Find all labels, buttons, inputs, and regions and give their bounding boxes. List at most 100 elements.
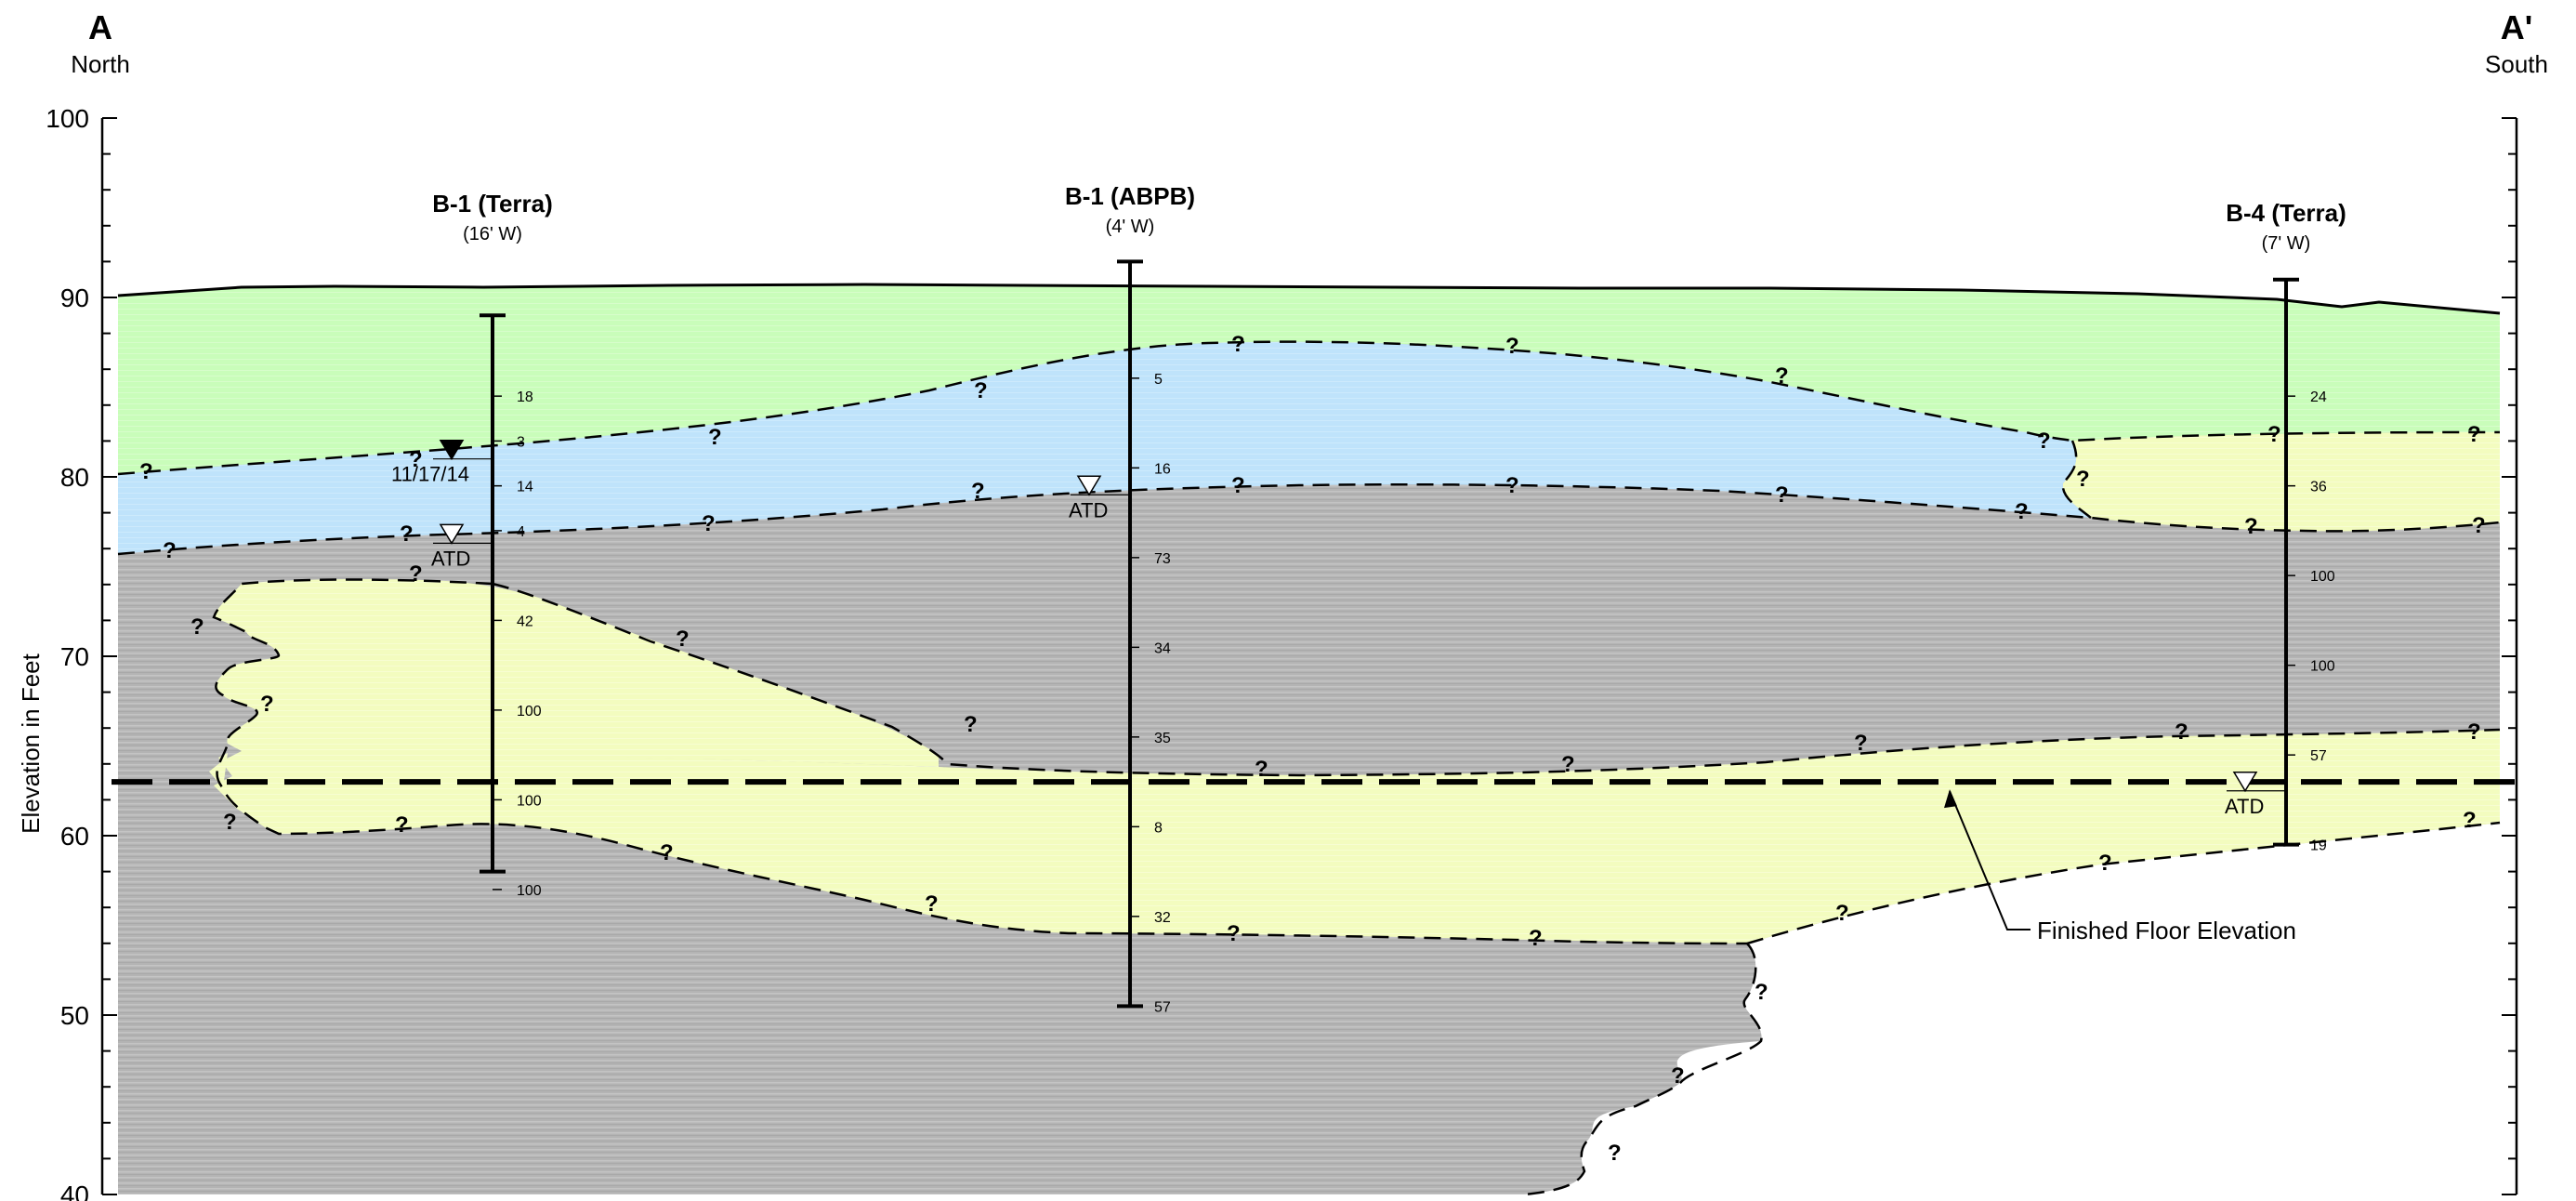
yellow-soil-layer-lens [214, 579, 939, 767]
question-mark: ? [2467, 422, 2481, 447]
question-mark: ? [660, 840, 674, 865]
question-mark: ? [1561, 752, 1575, 777]
finished-floor-label: Finished Floor Elevation [2037, 917, 2296, 944]
boundary-green-blue [117, 340, 2501, 476]
question-mark: ? [1505, 334, 1519, 359]
question-mark: ? [1835, 901, 1849, 926]
question-mark: ? [2463, 808, 2477, 833]
uncertainty-markers: ? ? ? ? ? ? ? ? ? ? ? ? ? ? ? ? ? ? ? ? … [139, 332, 2486, 1166]
blow-count: 100 [517, 704, 542, 719]
unexplored-area [1524, 823, 2500, 1194]
blow-count: 100 [517, 793, 542, 809]
question-mark: ? [2472, 513, 2486, 538]
blow-count: 34 [1154, 640, 1171, 656]
boring-offset: (4' W) [1106, 217, 1155, 237]
section-direction-right: South [2485, 50, 2548, 78]
question-mark: ? [1231, 473, 1245, 498]
question-mark: ? [1671, 1063, 1685, 1089]
water-level-atd-icon [1076, 475, 1102, 496]
question-mark: ? [2098, 851, 2112, 876]
question-mark: ? [1227, 921, 1241, 946]
section-letter-right: A' [2501, 8, 2533, 46]
question-mark: ? [1854, 731, 1868, 756]
y-tick-label: 80 [60, 463, 89, 492]
water-level-measured-icon [439, 439, 465, 461]
question-mark: ? [1255, 757, 1268, 782]
water-level-label: ATD [431, 547, 470, 570]
blow-count: 100 [2310, 659, 2335, 675]
blow-count: 16 [1154, 461, 1171, 477]
blow-count: 14 [517, 480, 533, 495]
blow-count: 8 [1154, 820, 1163, 836]
y-axis-label: Elevation in Feet [17, 653, 45, 833]
boundary-lens-top [492, 582, 2501, 777]
finished-floor-arrowhead [1944, 789, 1957, 809]
blow-count: 57 [2310, 748, 2327, 764]
boring-name: B-1 (Terra) [432, 190, 553, 218]
question-mark: ? [1529, 926, 1543, 951]
blow-count: 5 [1154, 372, 1163, 388]
green-topsoil-layer [118, 284, 2500, 474]
question-mark: ? [2015, 499, 2029, 524]
finished-floor-leader [1949, 790, 2031, 930]
blow-count: 42 [517, 614, 533, 629]
question-mark: ? [702, 511, 716, 536]
question-mark: ? [925, 891, 939, 917]
question-mark: ? [964, 712, 978, 737]
elevation-axis-right [2502, 117, 2518, 1195]
question-mark: ? [708, 425, 722, 450]
water-level-atd-icon [439, 523, 465, 545]
boundary-blue-gray [117, 483, 2501, 556]
blow-count: 36 [2310, 480, 2327, 495]
question-mark: ? [409, 561, 423, 587]
question-mark: ? [971, 479, 985, 504]
question-mark: ? [191, 614, 204, 640]
boring-name: B-4 (Terra) [2226, 199, 2346, 227]
blow-count: 4 [517, 524, 525, 540]
soil-layers [118, 284, 2500, 1194]
elevation-axis-left: 100 90 80 70 60 50 40 [46, 104, 117, 1201]
y-tick-label: 100 [46, 104, 89, 133]
water-level-atd-icon [2232, 772, 2258, 793]
question-mark: ? [395, 812, 409, 838]
finished-floor-elevation: Finished Floor Elevation [112, 779, 2515, 944]
y-tick-label: 70 [60, 642, 89, 671]
blow-count: 18 [517, 389, 533, 405]
boundary-unexplored [1523, 943, 1763, 1196]
question-mark: ? [400, 521, 414, 547]
question-mark: ? [1775, 482, 1789, 508]
y-tick-label: 90 [60, 284, 89, 312]
question-mark: ? [2076, 467, 2090, 492]
question-mark: ? [2175, 719, 2188, 745]
question-mark: ? [2467, 719, 2481, 745]
section-direction-left: North [71, 50, 130, 78]
boring-offset: (16' W) [463, 224, 522, 244]
question-mark: ? [2244, 514, 2258, 539]
question-mark: ? [409, 447, 423, 472]
water-level-label: 11/17/14 [391, 463, 469, 486]
y-tick-label: 60 [60, 822, 89, 851]
question-mark: ? [2037, 429, 2051, 454]
y-tick-label: 50 [60, 1001, 89, 1030]
blow-count: 32 [1154, 910, 1171, 926]
blow-count: 57 [1154, 999, 1171, 1015]
question-mark: ? [1608, 1141, 1622, 1166]
boring-3: B-4 (Terra) (7' W) 24 36 100 100 57 19 ATD [2225, 199, 2346, 854]
blow-count: 100 [2310, 569, 2335, 585]
boring-1: B-1 (Terra) (16' W) 18 3 14 4 42 100 100 100 11/17… [391, 190, 553, 899]
borings: B-1 (Terra) (16' W) 18 3 14 4 42 100 100 100 11/17… [391, 182, 2346, 1015]
question-mark: ? [163, 538, 177, 563]
ground-surface-line [117, 283, 2501, 315]
blow-count: 19 [2310, 838, 2327, 854]
blow-count: 24 [2310, 389, 2327, 405]
boring-2: B-1 (ABPB) (4' W) 5 16 73 34 35 8 32 57 ATD [1065, 182, 1195, 1015]
yellow-soil-layer-right [2062, 432, 2500, 532]
question-mark: ? [2267, 422, 2281, 447]
question-mark: ? [1755, 980, 1768, 1005]
question-mark: ? [260, 692, 274, 717]
question-mark: ? [223, 810, 237, 835]
water-level-label: ATD [2225, 795, 2264, 818]
question-mark: ? [974, 378, 988, 403]
